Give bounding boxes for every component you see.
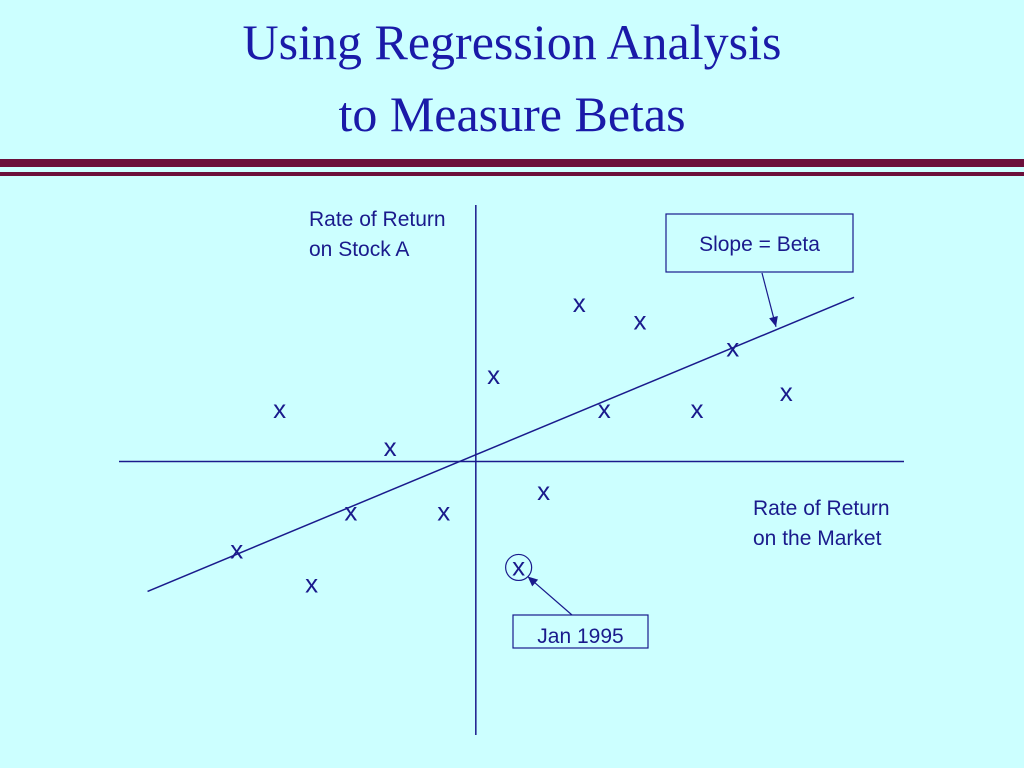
data-point-marker: x: [344, 497, 357, 527]
highlight-circle: [505, 553, 533, 582]
data-point-marker: x: [573, 288, 586, 318]
slope-callout-arrow-head: [769, 315, 778, 327]
regression-line: [147, 296, 855, 593]
slide-title: Using Regression Analysis to Measure Bet…: [0, 6, 1024, 150]
data-point-marker: x: [487, 360, 500, 390]
title-divider-thin: [0, 172, 1024, 176]
jan-callout-arrow-head: [527, 576, 539, 587]
data-point-marker: x: [273, 394, 286, 424]
jan-callout-text: Jan 1995: [537, 625, 623, 648]
data-point-marker: x: [305, 569, 318, 599]
data-point-marker: x: [780, 377, 793, 407]
data-point-marker: x: [537, 476, 550, 506]
title-divider-thick: [0, 159, 1024, 167]
data-point-marker: x: [230, 534, 243, 564]
data-point-marker: x: [384, 432, 397, 462]
x-axis-label: Rate of Return on the Market: [753, 497, 890, 550]
data-point-marker: x: [633, 305, 646, 335]
slope-callout-box: [665, 213, 854, 273]
slope-callout-text: Slope = Beta: [699, 233, 820, 256]
data-point-marker: x: [691, 394, 704, 424]
title-line-1: Using Regression Analysis: [242, 14, 782, 70]
jan-callout-box: [512, 614, 649, 649]
title-line-2: to Measure Betas: [338, 86, 686, 142]
data-point-marker: x: [437, 497, 450, 527]
data-point-marker: x: [512, 551, 525, 581]
y-axis-label: Rate of Return on Stock A: [309, 208, 446, 261]
data-point-marker: x: [598, 394, 611, 424]
data-point-marker: x: [726, 333, 739, 363]
